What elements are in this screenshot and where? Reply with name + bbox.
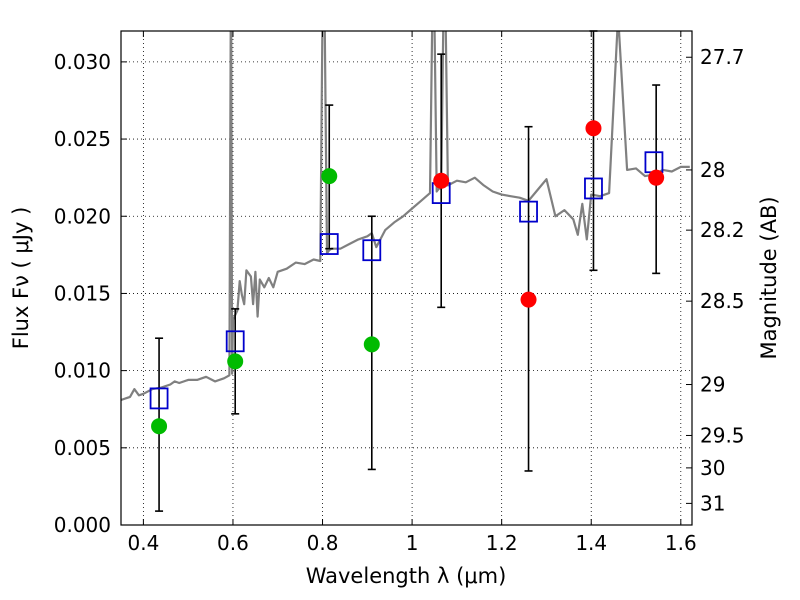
y-axis-label: Flux Fν ( μJy ) <box>9 207 33 350</box>
x-tick-label: 1 <box>406 531 419 555</box>
x-axis-label: Wavelength λ (μm) <box>306 564 507 588</box>
model-square <box>225 330 245 353</box>
red-point <box>585 120 602 137</box>
plot-frame <box>120 30 693 526</box>
y-tick-label: 0.025 <box>54 127 111 151</box>
x-tick-label: 1.6 <box>665 531 697 555</box>
y-tick-label: 0.015 <box>54 281 111 305</box>
green-point <box>151 418 168 435</box>
y-tick-label: 0.020 <box>54 204 111 228</box>
sed-line <box>121 31 690 402</box>
markers <box>149 120 665 435</box>
green-point <box>227 353 244 370</box>
x-tick-label: 0.4 <box>127 531 159 555</box>
mag-tick-label: 30 <box>700 456 725 480</box>
model-square <box>584 177 603 200</box>
mag-tick-label: 31 <box>700 491 725 515</box>
green-point <box>321 168 338 185</box>
red-point <box>433 172 450 189</box>
mag-tick-label: 27.7 <box>700 45 745 69</box>
model-square <box>519 200 538 223</box>
y-tick-label: 0.000 <box>54 513 111 537</box>
plot-area <box>121 31 692 525</box>
mag-tick-label: 29.5 <box>700 423 745 447</box>
x-tick-label: 0.6 <box>217 531 249 555</box>
model-square <box>362 239 382 262</box>
y-tick-label: 0.030 <box>54 50 111 74</box>
y-tick-label: 0.005 <box>54 436 111 460</box>
red-point <box>520 291 537 308</box>
y-tick-label: 0.010 <box>54 359 111 383</box>
mag-tick-label: 29 <box>700 373 725 397</box>
model-square <box>319 233 339 255</box>
mag-tick-label: 28.2 <box>700 218 745 242</box>
x-tick-label: 1.4 <box>575 531 607 555</box>
red-point <box>648 169 665 186</box>
plot-content <box>121 31 690 402</box>
green-point <box>363 336 380 353</box>
mag-tick-label: 28.5 <box>700 289 745 313</box>
x-tick-label: 0.8 <box>307 531 339 555</box>
axes: 0.4 0.6 0.8 1 1.2 1.4 1.6 0.000 0.005 0.010 0.015 0… <box>54 31 745 555</box>
y2-axis-label: Magnitude (AB) <box>757 196 781 359</box>
mag-tick-label: 28 <box>700 158 725 182</box>
model-square <box>149 387 169 410</box>
x-tick-label: 1.2 <box>486 531 518 555</box>
